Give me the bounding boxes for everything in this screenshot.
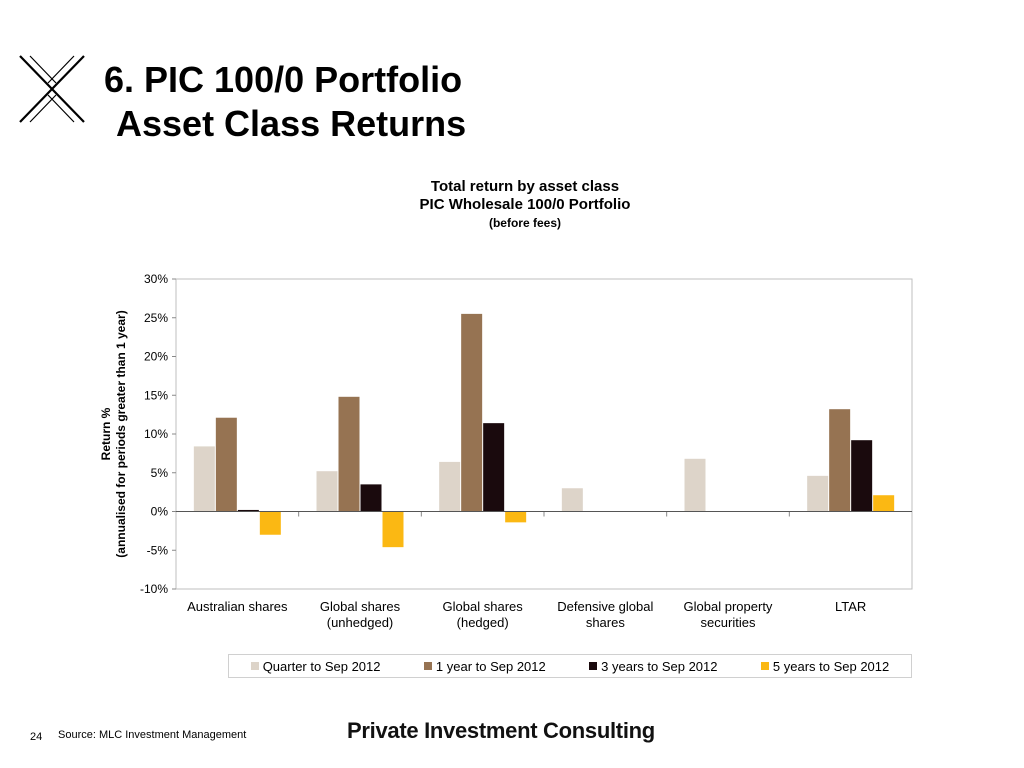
bar xyxy=(193,446,215,512)
legend-item: 3 years to Sep 2012 xyxy=(589,658,718,674)
page-number: 24 xyxy=(30,731,43,743)
legend-label: 1 year to Sep 2012 xyxy=(435,658,546,674)
legend-item: Quarter to Sep 2012 xyxy=(250,658,381,674)
bar xyxy=(684,458,706,512)
page-title-line-1: 6. PIC 100/0 Portfolio xyxy=(104,59,463,100)
y-tick-label: -5% xyxy=(147,543,169,557)
x-tick-label: Australian shares xyxy=(187,599,288,614)
x-tick-label: (unhedged) xyxy=(327,615,394,630)
bar xyxy=(338,396,360,512)
legend-label: 3 years to Sep 2012 xyxy=(601,658,718,674)
bar xyxy=(316,471,338,512)
legend-swatch xyxy=(250,662,259,670)
brand-name: Private Investment Consulting xyxy=(347,718,655,743)
bar xyxy=(259,511,281,535)
page-title: 6. PIC 100/0 Portfolio Asset Class Retur… xyxy=(104,58,466,146)
x-tick-label: securities xyxy=(701,615,756,630)
bar xyxy=(561,488,583,512)
x-tick-label: Defensive global xyxy=(557,599,653,614)
legend-swatch xyxy=(423,662,432,670)
x-tick-label: Global property xyxy=(684,599,773,614)
y-tick-label: 10% xyxy=(144,427,168,441)
legend-item: 1 year to Sep 2012 xyxy=(423,658,546,674)
chart-subtitle: PIC Wholesale 100/0 Portfolio xyxy=(419,196,631,213)
y-axis-title-line-1: Return % xyxy=(99,407,113,460)
chart-title: Total return by asset class xyxy=(430,178,620,195)
bar xyxy=(505,511,527,523)
x-tick-label: shares xyxy=(586,615,626,630)
chart-title-block: Total return by asset class PIC Wholesal… xyxy=(380,178,670,232)
page-title-line-2: Asset Class Returns xyxy=(116,103,467,144)
source-note: Source: MLC Investment Management xyxy=(58,729,247,741)
y-axis-title-line-2: (annualised for periods greater than 1 y… xyxy=(114,310,128,557)
x-tick-label: LTAR xyxy=(835,599,866,614)
bar xyxy=(873,495,895,512)
bar xyxy=(807,475,829,512)
y-tick-label: 5% xyxy=(151,466,169,480)
bar xyxy=(237,509,259,512)
bar xyxy=(483,423,505,512)
y-tick-label: 0% xyxy=(151,505,169,519)
y-tick-label: -10% xyxy=(140,582,168,596)
x-tick-label: Global shares xyxy=(320,599,401,614)
y-tick-label: 20% xyxy=(144,350,168,364)
bar xyxy=(382,511,404,548)
y-tick-label: 25% xyxy=(144,311,168,325)
bar-chart: 30% 25% 20% 15% 10% 5% 0% -5% -10% Return %(annua… xyxy=(99,272,913,630)
legend-swatch xyxy=(589,662,598,670)
plot-area xyxy=(175,278,913,590)
y-tick-label: 30% xyxy=(144,272,168,286)
legend-label: Quarter to Sep 2012 xyxy=(262,658,381,674)
bar xyxy=(215,417,237,512)
x-tick-label: Global shares xyxy=(443,599,524,614)
y-tick-label: 15% xyxy=(144,388,168,402)
chart-legend: Quarter to Sep 2012 1 year to Sep 2012 3 y… xyxy=(228,654,912,678)
legend-label: 5 years to Sep 2012 xyxy=(772,658,890,674)
y-axis-title: Return %(annualised for periods greater … xyxy=(99,310,128,557)
chart-subtitle-2: (before fees) xyxy=(488,216,562,230)
legend-swatch xyxy=(760,662,769,670)
legend-item: 5 years to Sep 2012 xyxy=(760,658,890,674)
bar xyxy=(851,440,873,512)
bar xyxy=(439,461,461,512)
bar xyxy=(461,313,483,512)
bar xyxy=(360,484,382,512)
x-logo-icon xyxy=(19,55,85,123)
bar xyxy=(829,409,851,512)
x-tick-label: (hedged) xyxy=(457,615,509,630)
